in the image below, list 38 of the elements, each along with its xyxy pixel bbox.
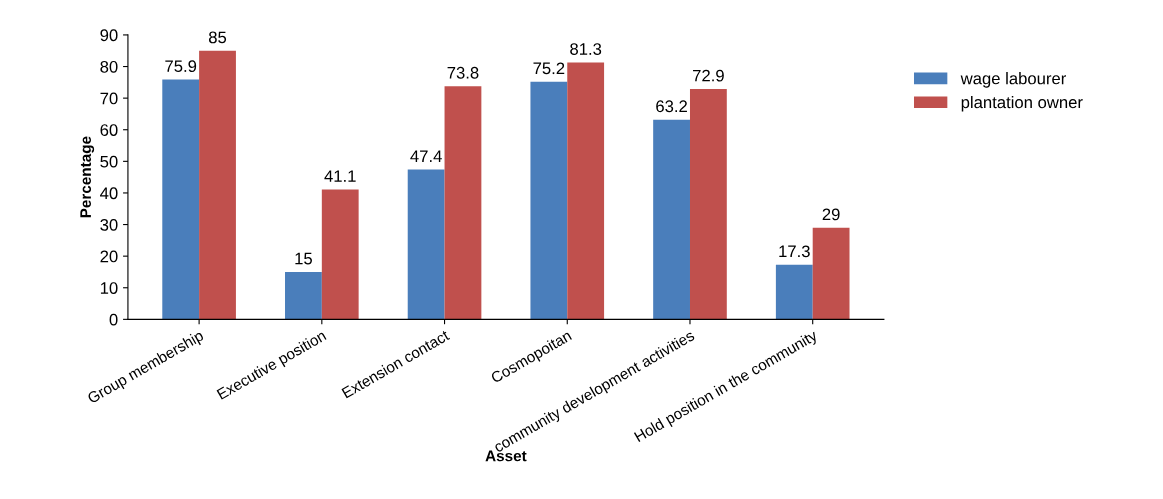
y-tick-label: 60	[100, 124, 118, 136]
bar	[689, 88, 727, 320]
bar	[162, 79, 200, 320]
bar	[199, 50, 236, 320]
data-label: 41.1	[324, 170, 356, 182]
legend-label: wage labourer	[960, 72, 1067, 88]
data-label: 81.3	[570, 43, 602, 55]
bar	[285, 271, 322, 320]
data-label: 63.2	[656, 100, 687, 113]
data-label: 75.2	[533, 62, 565, 75]
data-label: 72.9	[693, 69, 724, 82]
bar	[321, 189, 359, 320]
bar	[530, 81, 568, 320]
y-tick-label: 70	[100, 92, 118, 105]
y-tick-label: 10	[100, 282, 118, 294]
bar	[775, 264, 813, 320]
legend-label: plantation owner	[961, 95, 1083, 112]
y-tick-label: 40	[100, 187, 118, 200]
bar	[444, 86, 482, 320]
bar	[407, 169, 445, 320]
data-label: 73.8	[447, 66, 479, 79]
data-label: 47.4	[410, 150, 442, 162]
y-tick-label: 20	[100, 250, 118, 263]
data-label: 15	[295, 252, 312, 265]
data-label: 17.3	[779, 245, 810, 258]
y-tick-label: 90	[100, 29, 118, 42]
y-tick-label: 0	[109, 313, 118, 326]
data-label: 75.9	[165, 60, 197, 73]
y-axis-title: Percentage	[80, 136, 95, 218]
data-label: 85	[208, 31, 227, 44]
x-axis-title: Asset	[485, 450, 527, 462]
data-label: 29	[822, 208, 840, 221]
y-tick-label: 80	[100, 60, 118, 73]
bar	[812, 227, 850, 320]
bar	[653, 119, 690, 320]
bar	[567, 62, 605, 320]
y-tick-label: 30	[100, 218, 118, 231]
y-tick-label: 50	[100, 155, 118, 168]
